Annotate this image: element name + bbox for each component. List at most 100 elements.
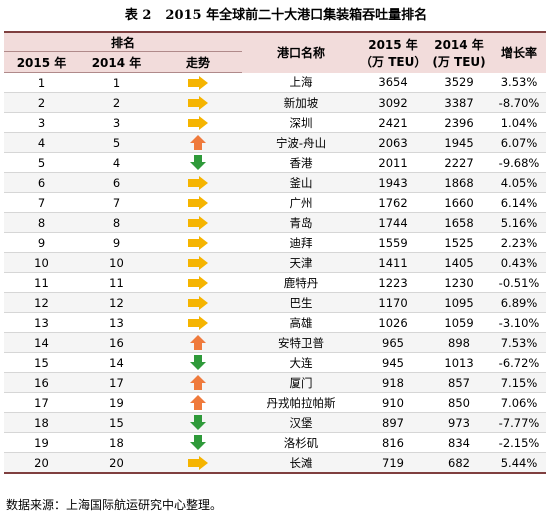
down-arrow-icon [189, 435, 207, 450]
teu-2014-cell: 834 [426, 432, 493, 453]
teu-2014-cell: 1405 [426, 252, 493, 273]
trend-cell [154, 152, 243, 173]
header-teu-2015: 2015 年 （万 TEU） [360, 32, 426, 73]
rank-2014-cell: 11 [79, 272, 154, 293]
trend-cell [154, 72, 243, 93]
growth-cell: 7.15% [492, 372, 547, 393]
teu-2015-cell: 816 [360, 432, 427, 453]
right-arrow-icon [187, 315, 209, 330]
table-row: 12 12 巴生 1170 1095 6.89% [4, 292, 547, 313]
rank-2015-cell: 17 [4, 392, 79, 413]
teu-2014-cell: 1059 [426, 312, 493, 333]
growth-cell: -7.77% [492, 412, 547, 433]
rank-2015-cell: 12 [4, 292, 79, 313]
rank-2015-cell: 13 [4, 312, 79, 333]
rank-2014-cell: 15 [79, 412, 154, 433]
port-name-cell: 鹿特丹 [242, 272, 361, 293]
port-name-cell: 深圳 [242, 112, 361, 133]
trend-cell [154, 172, 243, 193]
table-row: 9 9 迪拜 1559 1525 2.23% [4, 232, 547, 253]
port-name-cell: 宁波-舟山 [242, 132, 361, 153]
rank-2014-cell: 5 [79, 132, 154, 153]
port-name-cell: 丹戎帕拉帕斯 [242, 392, 361, 413]
source-note: 数据来源：上海国际航运研究中心整理。 [6, 498, 223, 512]
growth-cell: 6.07% [492, 132, 547, 153]
port-name-cell: 上海 [242, 72, 361, 93]
rank-2014-cell: 1 [79, 72, 154, 93]
rank-2014-cell: 7 [79, 192, 154, 213]
teu-2014-cell: 1660 [426, 192, 493, 213]
port-name-cell: 洛杉矶 [242, 432, 361, 453]
teu-2015-cell: 965 [360, 332, 427, 353]
trend-cell [154, 432, 243, 453]
growth-cell: 7.53% [492, 332, 547, 353]
teu-2014-cell: 682 [426, 452, 493, 474]
teu-2015-cell: 2011 [360, 152, 427, 173]
teu-2014-cell: 857 [426, 372, 493, 393]
rank-2015-cell: 2 [4, 92, 79, 113]
rank-2015-cell: 15 [4, 352, 79, 373]
teu-2014-cell: 1868 [426, 172, 493, 193]
table-row: 2 2 新加坡 3092 3387 -8.70% [4, 92, 547, 113]
right-arrow-icon [187, 235, 209, 250]
down-arrow-icon [189, 155, 207, 170]
port-name-cell: 天津 [242, 252, 361, 273]
teu-2014-cell: 898 [426, 332, 493, 353]
rank-2015-cell: 9 [4, 232, 79, 253]
growth-cell: -8.70% [492, 92, 547, 113]
teu-2014-cell: 1230 [426, 272, 493, 293]
rank-2014-cell: 6 [79, 172, 154, 193]
rank-2015-cell: 14 [4, 332, 79, 353]
growth-cell: -9.68% [492, 152, 547, 173]
port-ranking-table: 排名 港口名称 2015 年 （万 TEU） 2014 年 (万 TEU) 增长… [4, 31, 547, 474]
table-title: 表 2 2015 年全球前二十大港口集装箱吞吐量排名 [0, 4, 552, 23]
teu-2015-cell: 719 [360, 452, 427, 474]
teu-2014-cell: 973 [426, 412, 493, 433]
port-name-cell: 香港 [242, 152, 361, 173]
port-name-cell: 广州 [242, 192, 361, 213]
teu-2015-cell: 1026 [360, 312, 427, 333]
header-rank: 排名 [4, 32, 243, 52]
trend-cell [154, 232, 243, 253]
teu-2015-cell: 1170 [360, 292, 427, 313]
table-row: 11 11 鹿特丹 1223 1230 -0.51% [4, 272, 547, 293]
table-row: 6 6 釜山 1943 1868 4.05% [4, 172, 547, 193]
right-arrow-icon [187, 175, 209, 190]
trend-cell [154, 372, 243, 393]
rank-2014-cell: 10 [79, 252, 154, 273]
right-arrow-icon [187, 295, 209, 310]
growth-cell: -0.51% [492, 272, 547, 293]
rank-2014-cell: 4 [79, 152, 154, 173]
teu-2014-cell: 2396 [426, 112, 493, 133]
table-caption: 2015 年全球前二十大港口集装箱吞吐量排名 [165, 8, 428, 23]
teu-2014-cell: 1525 [426, 232, 493, 253]
growth-cell: 5.16% [492, 212, 547, 233]
table-row: 8 8 青岛 1744 1658 5.16% [4, 212, 547, 233]
port-name-cell: 釜山 [242, 172, 361, 193]
header-teu-2014-unit: (万 TEU) [432, 54, 486, 69]
teu-2015-cell: 1943 [360, 172, 427, 193]
teu-2015-cell: 1762 [360, 192, 427, 213]
teu-2015-cell: 945 [360, 352, 427, 373]
trend-cell [154, 92, 243, 113]
growth-cell: -3.10% [492, 312, 547, 333]
rank-2014-cell: 12 [79, 292, 154, 313]
port-name-cell: 新加坡 [242, 92, 361, 113]
rank-2015-cell: 11 [4, 272, 79, 293]
rank-2014-cell: 20 [79, 452, 154, 474]
header-growth: 增长率 [492, 32, 547, 73]
table-row: 15 14 大连 945 1013 -6.72% [4, 352, 547, 373]
port-name-cell: 安特卫普 [242, 332, 361, 353]
teu-2015-cell: 1559 [360, 232, 427, 253]
header-teu-2014-year: 2014 年 [434, 37, 484, 52]
growth-cell: 1.04% [492, 112, 547, 133]
teu-2014-cell: 3529 [426, 72, 493, 93]
growth-cell: -6.72% [492, 352, 547, 373]
teu-2015-cell: 3654 [360, 72, 427, 93]
growth-cell: 6.89% [492, 292, 547, 313]
table-row: 18 15 汉堡 897 973 -7.77% [4, 412, 547, 433]
header-trend: 走势 [154, 51, 243, 73]
up-arrow-icon [189, 135, 207, 150]
right-arrow-icon [187, 115, 209, 130]
table-number: 表 2 [124, 8, 152, 23]
